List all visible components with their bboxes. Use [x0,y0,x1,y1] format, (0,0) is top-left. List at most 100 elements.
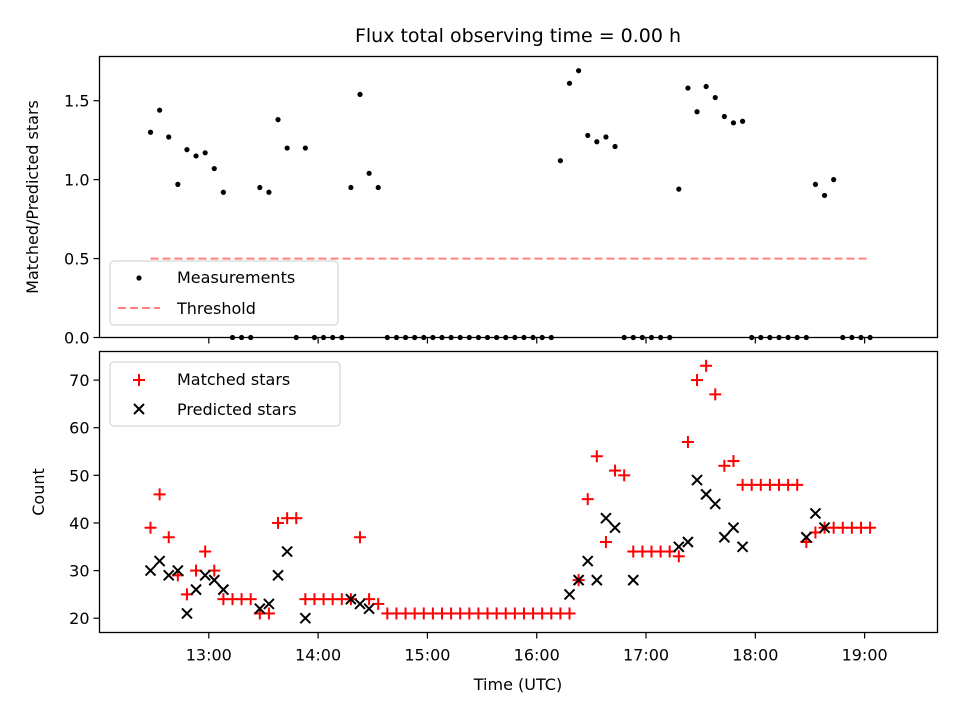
predicted-star-point [190,583,202,596]
bottom-ytick-label: 70 [69,371,89,390]
predicted-star-point [582,555,594,567]
bottom-xtick-label: 13:00 [186,646,232,665]
measurement-point [703,83,709,90]
measurement-point [676,186,682,192]
legend-marker-matched [133,374,145,386]
matched-star-point [691,374,704,387]
predicted-star-point [673,541,685,553]
matched-star-point [290,512,303,525]
predicted-star-point [563,588,576,601]
measurement-point [812,181,819,187]
bottom-ytick-label: 20 [69,609,89,628]
matched-star-point [681,435,694,448]
matched-star-point [864,521,877,534]
predicted-star-point [272,569,284,582]
measurement-point [211,165,217,172]
bottom-ytick-label: 50 [69,466,89,485]
measurement-point [730,120,737,126]
matched-star-point [272,516,285,529]
measurement-point [284,145,290,151]
matched-star-point [791,478,804,491]
measurement-point [220,189,226,195]
bottom-xtick-label: 18:00 [732,646,778,665]
measurement-point [739,118,746,124]
measurement-point [175,181,181,187]
measurement-point [184,147,190,153]
measurement-point [166,134,172,140]
predicted-star-point [600,512,612,524]
top-ytick-label: 1.0 [64,171,89,190]
measurement-point [594,139,600,145]
predicted-star-point [299,612,312,624]
matched-star-point [144,521,157,534]
top-legend: Measurements Threshold [109,260,339,326]
measurement-point [585,132,591,139]
legend-label-predicted: Predicted stars [177,400,297,419]
measurement-point [712,94,718,101]
measurement-point [366,170,372,176]
legend-label-matched: Matched stars [177,370,290,389]
top-yaxis: 0.0 0.5 1.0 1.5 [64,92,100,348]
matched-star-point [672,550,685,563]
matched-star-point [199,545,212,558]
legend-label-measurements: Measurements [177,268,295,287]
measurement-point [831,177,837,183]
matched-star-point [581,493,594,506]
bottom-xtick-label: 17:00 [623,646,669,665]
matched-star-point [618,469,631,482]
predicted-star-point [818,522,831,534]
predicted-star-point [591,574,603,586]
matched-star-point [718,459,731,472]
bottom-legend: Matched stars Predicted stars [109,361,341,427]
predicted-star-point [199,569,211,582]
measurement-point [603,134,609,140]
predicted-star-point [572,574,585,586]
bottom-xtick-label: 15:00 [404,646,450,665]
matched-star-point [727,455,740,468]
measurement-point [157,107,163,113]
measurement-point [576,68,582,74]
bottom-y-axis-label: Count [29,468,48,516]
measurement-point [348,184,354,191]
predicted-star-point [181,607,193,620]
top-ytick-label: 0.0 [64,329,89,348]
bottom-axes-frame [98,350,939,634]
predicted-star-point [263,598,275,610]
top-legend-box [109,260,339,326]
bottom-ytick-label: 30 [69,562,89,581]
bottom-ytick-label: 60 [69,419,89,438]
matched-star-point [609,464,622,477]
predicted-star-point [809,507,822,520]
top-axes-frame [98,55,939,339]
legend-marker-measurements [136,275,142,281]
predicted-star-point [254,602,266,615]
bottom-plot-area [144,359,877,624]
legend-marker-predicted [133,403,145,415]
matched-star-point [354,531,367,544]
predicted-star-point [800,531,813,543]
predicted-star-point [208,574,220,586]
predicted-star-point [682,536,694,548]
predicted-star-point [163,569,175,582]
predicted-star-point [700,488,712,501]
top-xaxis-ticks [208,337,866,344]
matched-star-point [709,388,722,401]
bottom-panel: 20 30 40 50 60 70 13:00 14:00 15:00 16:00 17:00 18… [29,350,939,694]
predicted-star-point [144,564,157,577]
bottom-yaxis: 20 30 40 50 60 70 [69,371,100,628]
bottom-xtick-label: 19:00 [842,646,888,665]
predicted-star-point [727,522,740,534]
measurement-point [557,158,564,164]
measurement-point [694,109,700,115]
measurement-point [612,143,618,150]
measurement-point [202,150,208,156]
measurement-point [266,189,272,195]
predicted-star-point [345,593,357,605]
matched-star-point [244,593,257,606]
predicted-star-point [354,598,366,610]
bottom-xaxis: 13:00 14:00 15:00 16:00 17:00 18:00 19:00 [186,632,888,665]
measurement-point [685,85,691,91]
predicted-star-point [172,564,184,577]
